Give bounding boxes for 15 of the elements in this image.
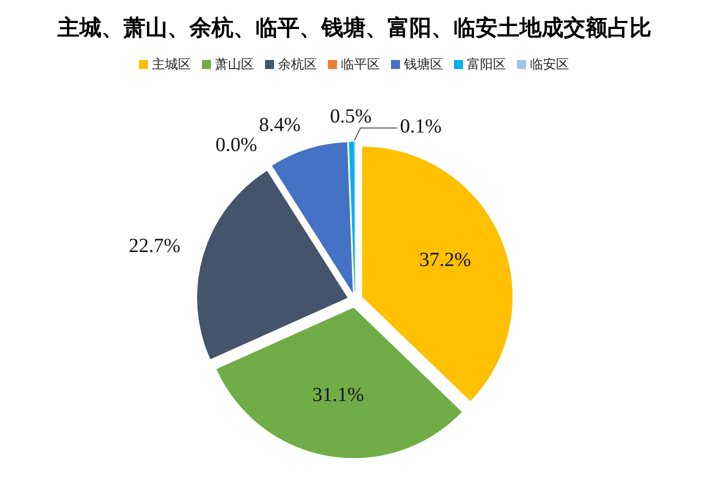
data-label: 31.1% [312, 384, 364, 406]
data-label: 22.7% [128, 235, 180, 258]
legend-label: 临平区 [341, 58, 380, 73]
chart-title: 主城、萧山、余杭、临平、钱塘、富阳、临安土地成交额占比 [56, 15, 652, 40]
legend-label: 主城区 [152, 56, 191, 73]
text: 0.0% [215, 134, 258, 156]
data-label: 8.4% [258, 114, 301, 136]
data-label: 0.5% [330, 106, 372, 128]
data-label: 0.1% [400, 116, 442, 138]
data-label: 37.2% [419, 249, 472, 272]
legend-label: 临安区 [530, 56, 569, 73]
legend-label: 富阳区 [467, 56, 506, 73]
legend-label: 萧山区 [215, 58, 254, 73]
legend-label: 余杭区 [278, 58, 317, 73]
legend-label: 钱塘区 [403, 58, 443, 73]
